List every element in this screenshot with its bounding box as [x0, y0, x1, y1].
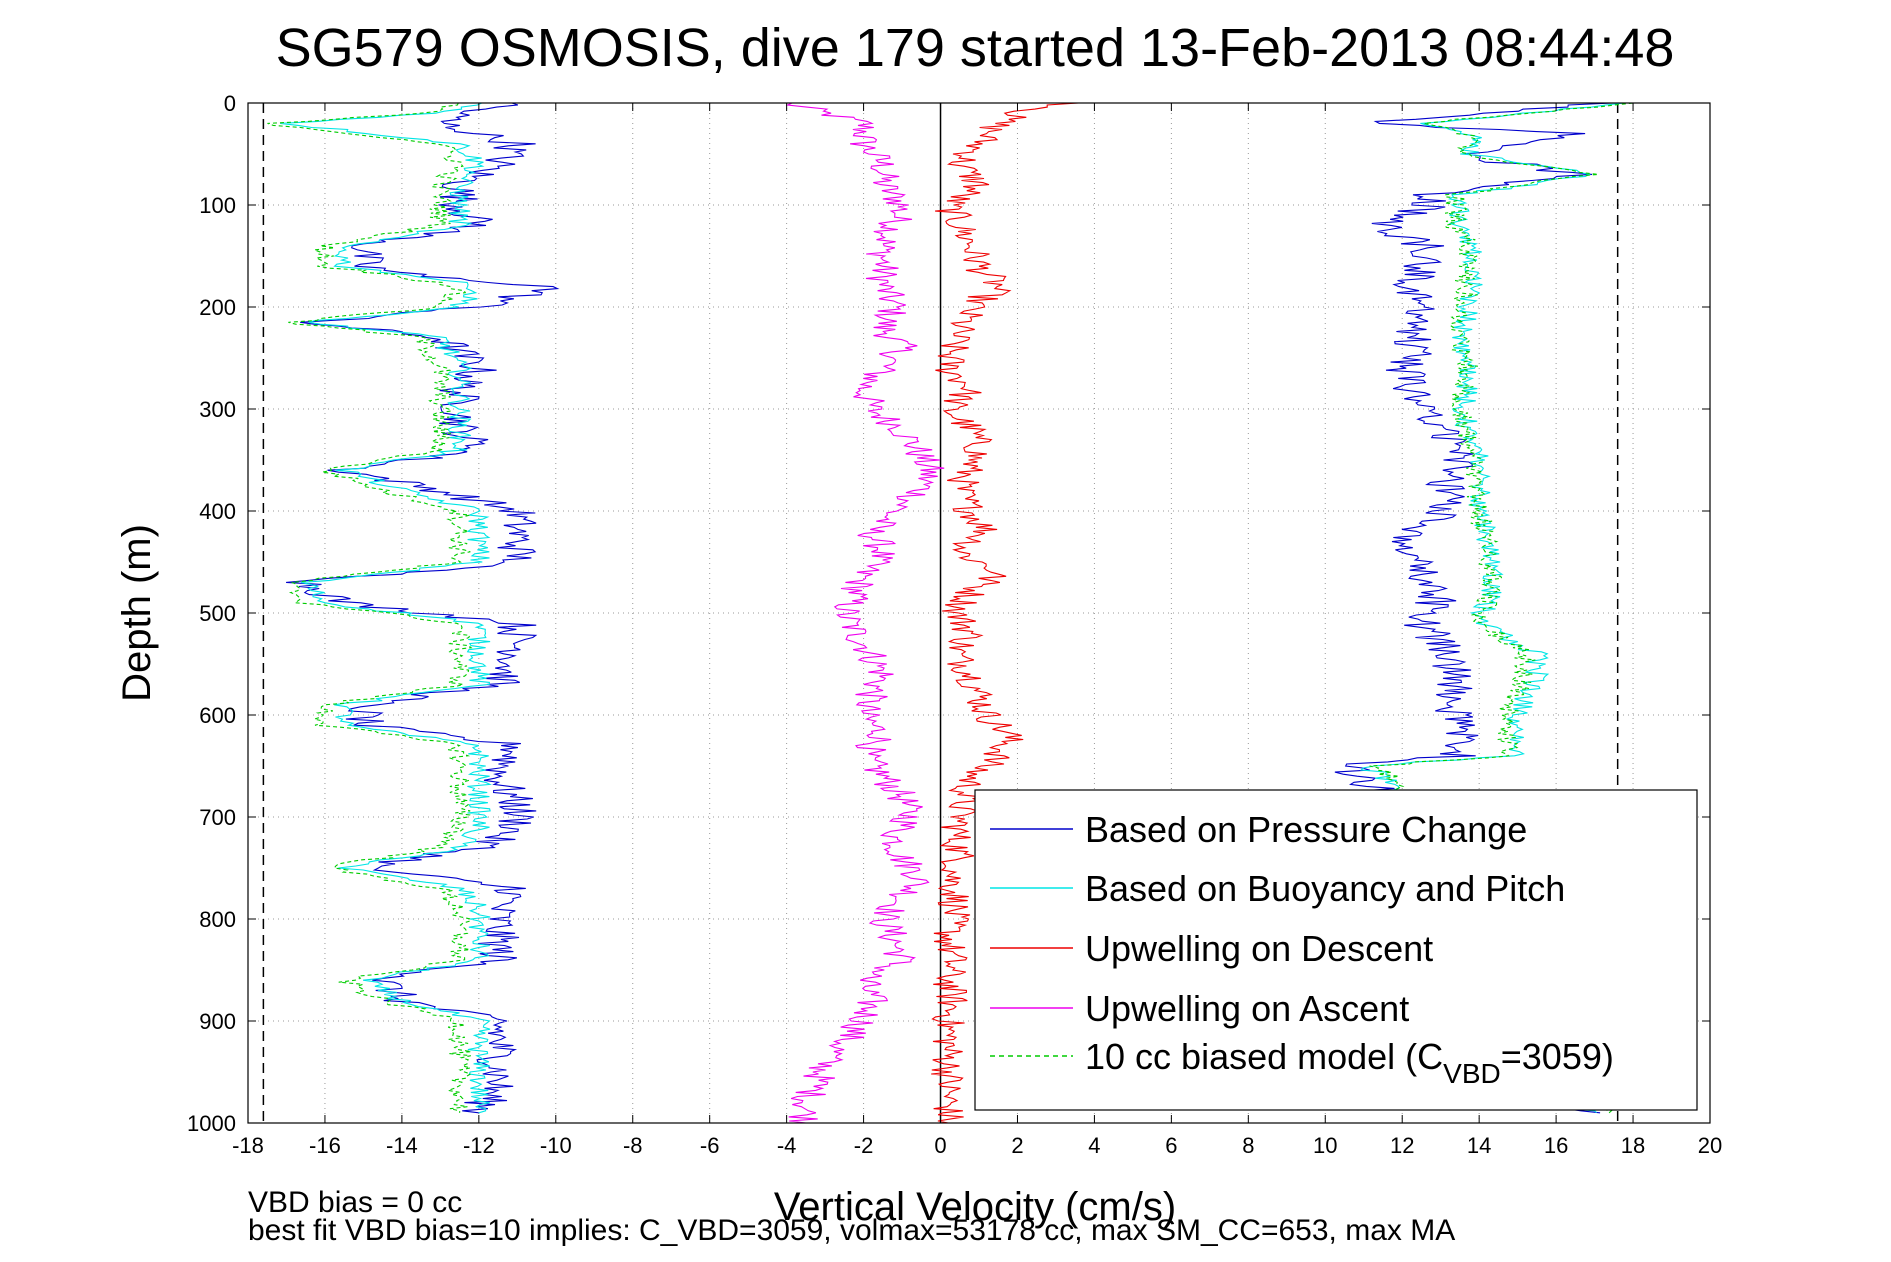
y-tick-label: 600 [199, 703, 236, 728]
legend: Based on Pressure Change Based on Buoyanc… [974, 789, 1698, 1111]
legend-label-2: Upwelling on Descent [1085, 928, 1433, 969]
x-tick-label: 8 [1242, 1133, 1254, 1158]
x-axis: -18 -16 -14 -12 -10 -8 -6 -4 -2 0 2 4 6 8 10 12 14 16 18 20 [232, 103, 1722, 1158]
y-tick-label: 900 [199, 1009, 236, 1034]
y-tick-label: 400 [199, 499, 236, 524]
x-tick-label: 10 [1313, 1133, 1337, 1158]
series-line-0-0 [286, 102, 560, 1114]
series-line-1-0 [280, 102, 492, 1114]
legend-label-1: Based on Buoyancy and Pitch [1085, 868, 1565, 909]
x-tick-label: -12 [463, 1133, 495, 1158]
y-tick-label: 800 [199, 907, 236, 932]
x-tick-label: 14 [1467, 1133, 1491, 1158]
y-tick-label: 500 [199, 601, 236, 626]
legend-label-0: Based on Pressure Change [1085, 809, 1527, 850]
x-tick-label: 4 [1088, 1133, 1100, 1158]
annotation-best-fit: best fit VBD bias=10 implies: C_VBD=3059… [248, 1214, 1455, 1247]
y-tick-label: 100 [199, 193, 236, 218]
x-tick-label: 6 [1165, 1133, 1177, 1158]
x-tick-label: -2 [854, 1133, 874, 1158]
x-tick-label: 18 [1621, 1133, 1645, 1158]
x-tick-label: -14 [386, 1133, 418, 1158]
y-tick-label: 700 [199, 805, 236, 830]
y-axis: 0 100 200 300 400 500 600 700 800 900 1000 [187, 91, 1710, 1136]
x-tick-label: 20 [1698, 1133, 1722, 1158]
y-tick-label: 1000 [187, 1111, 236, 1136]
y-tick-label: 300 [199, 397, 236, 422]
x-tick-label: 2 [1011, 1133, 1023, 1158]
series-line-3-0 [785, 102, 945, 1124]
x-tick-label: -18 [232, 1133, 264, 1158]
x-tick-label: -16 [309, 1133, 341, 1158]
legend-label-3: Upwelling on Ascent [1085, 988, 1409, 1029]
x-tick-label: 0 [934, 1133, 946, 1158]
x-tick-label: 12 [1390, 1133, 1414, 1158]
chart-title: SG579 OSMOSIS, dive 179 started 13-Feb-2… [276, 18, 1675, 78]
annotation-vbd-bias: VBD bias = 0 cc [248, 1186, 462, 1219]
y-axis-label: Depth (m) [115, 524, 159, 702]
series-line-4-0 [267, 102, 473, 1113]
x-tick-label: 16 [1544, 1133, 1568, 1158]
y-tick-label: 200 [199, 295, 236, 320]
series-line-4-1 [1369, 102, 1634, 1114]
y-tick-label: 0 [224, 91, 236, 116]
x-tick-label: -8 [623, 1133, 643, 1158]
x-axis-label: Vertical Velocity (cm/s) [774, 1185, 1176, 1229]
series-line-2-0 [931, 102, 1079, 1124]
x-tick-label: -4 [777, 1133, 797, 1158]
x-tick-label: -6 [700, 1133, 720, 1158]
x-tick-label: -10 [540, 1133, 572, 1158]
legend-label-4: 10 cc biased model (CVBD=3059) [1085, 1036, 1614, 1089]
legend-box [974, 789, 1698, 1111]
